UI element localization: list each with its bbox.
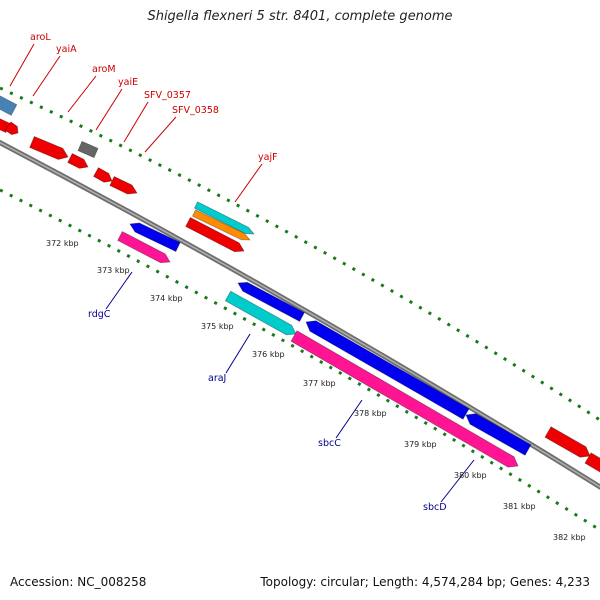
tick-label: 377 kbp xyxy=(303,379,336,388)
reverse-features xyxy=(117,222,532,468)
tick-label: 376 kbp xyxy=(252,350,285,359)
tick-label: 381 kbp xyxy=(503,502,536,511)
tick-label: 382 kbp xyxy=(553,533,586,542)
feature-blue-1[interactable] xyxy=(129,222,181,253)
gene-label-yaiE[interactable]: yaiE xyxy=(118,77,138,88)
tick-label: 372 kbp xyxy=(46,239,79,248)
gene-label-SFV_0357[interactable]: SFV_0357 xyxy=(144,90,191,101)
genome-summary-text: Topology: circular; Length: 4,574,284 bp… xyxy=(260,575,590,589)
forward-features xyxy=(0,95,600,473)
leader-sbcD xyxy=(440,459,475,503)
leader-sbcC xyxy=(335,399,363,439)
gene-label-aroM[interactable]: aroM xyxy=(92,64,116,75)
tick-label: 379 kbp xyxy=(404,440,437,449)
gene-label-yaiA[interactable]: yaiA xyxy=(56,44,77,55)
feature-blue-3[interactable] xyxy=(465,413,532,456)
feature-yajF-orange[interactable] xyxy=(191,209,251,241)
label-leaders xyxy=(9,43,475,503)
feature-right-red-1[interactable] xyxy=(544,426,591,458)
leader-araJ xyxy=(225,333,251,374)
gene-label-sbcC[interactable]: sbcC xyxy=(318,438,341,449)
gene-label-aroL[interactable]: aroL xyxy=(30,32,51,43)
tick-label: 375 kbp xyxy=(201,322,234,331)
kbp-ticks: 372 kbp 373 kbp 374 kbp 375 kbp 376 kbp 377 k… xyxy=(46,239,586,542)
feature-sbcC[interactable] xyxy=(305,320,470,420)
feature-aroL[interactable] xyxy=(0,95,18,116)
accession-text: Accession: NC_008258 xyxy=(10,575,147,589)
outer-tick-ring xyxy=(0,86,600,422)
leader-SFV_0358 xyxy=(144,116,177,153)
feature-blue-2[interactable] xyxy=(237,281,305,322)
leader-yaiA xyxy=(32,55,61,97)
tick-label: 380 kbp xyxy=(454,471,487,480)
gene-label-SFV_0358[interactable]: SFV_0358 xyxy=(172,105,219,116)
tick-label: 378 kbp xyxy=(354,409,387,418)
feature-yaiE[interactable] xyxy=(77,140,99,159)
feature-yajF-cyan[interactable] xyxy=(193,201,255,235)
feature-yajF-red[interactable] xyxy=(185,217,245,253)
leader-aroM xyxy=(67,75,97,113)
feature-araJ[interactable] xyxy=(224,290,297,336)
leader-SFV_0357 xyxy=(123,101,149,143)
feature-right-red-2[interactable] xyxy=(584,452,600,473)
gene-label-yajF[interactable]: yajF xyxy=(258,152,278,163)
feature-SFV_0357[interactable] xyxy=(67,152,89,169)
map-title: Shigella flexneri 5 str. 8401, complete … xyxy=(147,9,453,24)
genome-backbone-highlight xyxy=(0,141,600,488)
leader-rdgC xyxy=(105,271,133,310)
leader-yaiE xyxy=(95,88,123,131)
gene-label-sbcD[interactable]: sbcD xyxy=(423,502,447,513)
tick-label: 374 kbp xyxy=(150,294,183,303)
leader-yajF xyxy=(234,163,263,203)
feature-SFV_0358[interactable] xyxy=(93,167,113,183)
feature-rdgC[interactable] xyxy=(117,231,171,264)
feature-yaiA[interactable] xyxy=(4,121,19,136)
leader-aroL xyxy=(9,43,35,87)
gene-label-rdgC[interactable]: rdgC xyxy=(88,309,111,320)
feature-sbcD[interactable] xyxy=(290,330,519,468)
gene-label-araJ[interactable]: araJ xyxy=(208,373,226,384)
feature-aroM[interactable] xyxy=(29,135,69,160)
inner-tick-ring xyxy=(0,188,600,532)
feature-SFV_0358b[interactable] xyxy=(109,175,138,195)
tick-label: 373 kbp xyxy=(97,266,130,275)
